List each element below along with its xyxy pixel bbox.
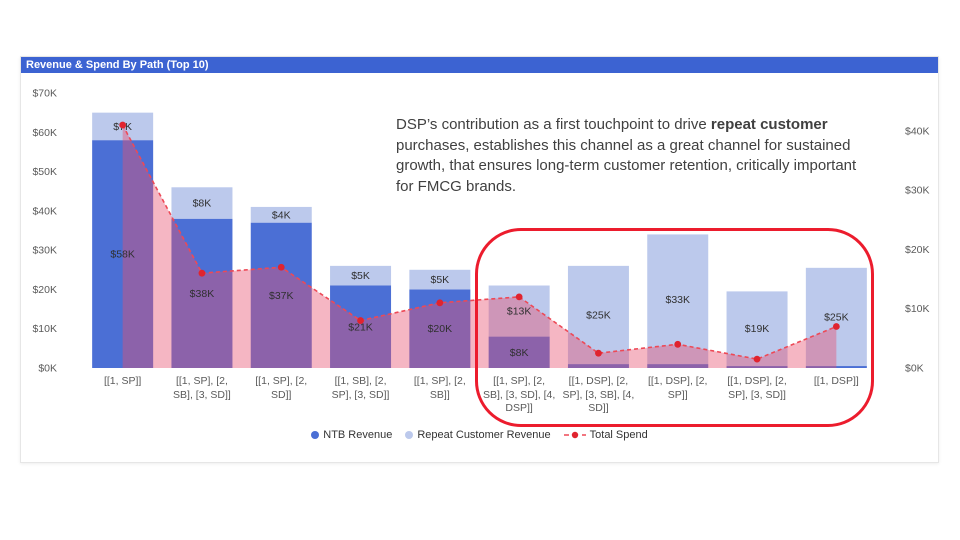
bar-value-label: $25K bbox=[824, 311, 849, 323]
ntb-bar-segment[interactable] bbox=[488, 336, 550, 368]
y-axis-left-tick: $10K bbox=[32, 323, 57, 335]
bar-value-label: $8K bbox=[510, 347, 529, 359]
repeat-bar-segment[interactable] bbox=[330, 265, 392, 286]
legend-label: Repeat Customer Revenue bbox=[417, 429, 551, 441]
y-axis-right-tick: $40K bbox=[905, 125, 930, 137]
y-axis-right-tick: $0K bbox=[905, 363, 924, 375]
x-axis-label: [[1, DSP], [2, SP], [3, SD]] bbox=[727, 375, 787, 401]
total-spend-marker[interactable] bbox=[753, 355, 761, 363]
legend-label: Total Spend bbox=[589, 429, 648, 441]
repeat-bar-segment[interactable] bbox=[409, 269, 471, 290]
ntb-bar-segment[interactable] bbox=[330, 285, 392, 369]
chart-title: Revenue & Spend By Path (Top 10) bbox=[26, 59, 209, 71]
total-spend-marker[interactable] bbox=[198, 269, 206, 277]
ntb-bar-segment[interactable] bbox=[567, 364, 629, 368]
y-axis-left-tick: $30K bbox=[32, 245, 57, 257]
legend-dot-icon bbox=[405, 431, 414, 439]
bar-value-label: $19K bbox=[745, 323, 770, 335]
legend-item[interactable]: NTB Revenue bbox=[311, 429, 392, 441]
x-axis-label: [[1, DSP], [2, SP]] bbox=[647, 375, 708, 401]
ntb-bar-segment[interactable] bbox=[171, 218, 233, 368]
bar-value-label: $8K bbox=[193, 198, 212, 210]
annotation-bold: repeat customer bbox=[710, 116, 828, 133]
total-spend-marker[interactable] bbox=[436, 299, 444, 307]
y-axis-left-tick: $70K bbox=[32, 88, 57, 100]
bar-value-label: $21K bbox=[348, 321, 373, 333]
bar-value-label: $25K bbox=[586, 309, 611, 321]
repeat-bar-segment[interactable] bbox=[805, 267, 867, 367]
y-axis-left-tick: $40K bbox=[32, 205, 57, 217]
repeat-bar-segment[interactable] bbox=[726, 291, 788, 367]
x-axis-label: [[1, DSP]] bbox=[813, 375, 859, 387]
x-axis-label: [[1, SP], [2, SB]] bbox=[413, 375, 466, 401]
chart-legend: NTB Revenue Repeat Customer Revenue Total … bbox=[21, 429, 938, 441]
ntb-bar-segment[interactable] bbox=[92, 140, 154, 368]
bar-value-label: $5K bbox=[431, 274, 450, 286]
chart-title-bar: Revenue & Spend By Path (Top 10) bbox=[21, 57, 938, 73]
annotation-text: DSP’s contribution as a first touchpoint… bbox=[396, 115, 874, 197]
total-spend-marker[interactable] bbox=[515, 293, 523, 301]
total-spend-marker[interactable] bbox=[832, 323, 840, 330]
x-axis-label: [[1, SP], [2, SB], [3, SD]] bbox=[173, 375, 231, 401]
total-spend-marker[interactable] bbox=[357, 317, 364, 324]
y-axis-right-tick: $30K bbox=[905, 185, 930, 197]
legend-item[interactable]: Total Spend bbox=[563, 429, 648, 441]
ntb-bar-segment[interactable] bbox=[250, 222, 312, 368]
bar-value-label: $13K bbox=[507, 306, 532, 318]
total-spend-marker[interactable] bbox=[277, 263, 285, 271]
bar-value-label: $37K bbox=[269, 290, 294, 302]
repeat-bar-segment[interactable] bbox=[171, 187, 233, 219]
x-axis-label: [[1, SP], [2, SD]] bbox=[255, 375, 308, 401]
annotation-post: purchases, establishes this channel as a… bbox=[396, 136, 857, 195]
legend-label: NTB Revenue bbox=[323, 429, 393, 441]
bar-value-label: $20K bbox=[428, 323, 453, 335]
repeat-bar-segment[interactable] bbox=[250, 206, 312, 223]
bar-value-label: $5K bbox=[351, 270, 370, 282]
chart-area: $0K $10K $20K $30K $40K $50K $60K $70K $0K $10K $2… bbox=[21, 73, 938, 462]
annotation-pre: DSP’s contribution as a first touchpoint… bbox=[396, 116, 711, 133]
chart-panel: Revenue & Spend By Path (Top 10) $0K $10K… bbox=[20, 56, 939, 463]
total-spend-marker[interactable] bbox=[674, 340, 682, 348]
bar-value-label: $33K bbox=[665, 294, 690, 306]
ntb-bar-segment[interactable] bbox=[726, 366, 788, 368]
chart-plot: $0K $10K $20K $30K $40K $50K $60K $70K $0K $10K $2… bbox=[32, 88, 930, 375]
x-axis-label: [[1, SB], [2, SP], [3, SD]] bbox=[331, 375, 390, 401]
total-spend-marker[interactable] bbox=[119, 121, 127, 129]
repeat-bar-segment[interactable] bbox=[567, 265, 629, 365]
ntb-bar-segment[interactable] bbox=[805, 366, 867, 368]
y-axis-left-tick: $20K bbox=[32, 284, 57, 296]
total-spend-line bbox=[121, 124, 837, 360]
bar-value-label: $58K bbox=[110, 249, 135, 261]
y-axis-left-tick: $0K bbox=[38, 363, 57, 375]
x-axis: [[1, SP]] [[1, SP], [2, SB], [3, SD]] [[1,… bbox=[83, 375, 876, 416]
total-spend-marker[interactable] bbox=[595, 349, 602, 357]
legend-dash-dot-icon bbox=[563, 431, 586, 439]
legend-item[interactable]: Repeat Customer Revenue bbox=[405, 429, 551, 441]
bar-value-label: $4K bbox=[272, 209, 291, 221]
x-axis-label: [[1, SP], [2, SB], [3, SD], [4, DSP]] bbox=[482, 375, 556, 415]
y-axis-left-tick: $60K bbox=[32, 127, 57, 139]
total-spend-area bbox=[122, 125, 837, 369]
bar-value-label: $38K bbox=[190, 288, 215, 300]
y-axis-left-tick: $50K bbox=[32, 166, 57, 178]
y-axis-right-tick: $10K bbox=[905, 303, 930, 315]
ntb-bar-segment[interactable] bbox=[647, 364, 709, 368]
y-axis-right-tick: $20K bbox=[905, 244, 930, 256]
x-axis-label: [[1, SP]] bbox=[103, 375, 142, 387]
x-axis-label: [[1, DSP], [2, SP], [3, SB], [4, SD]] bbox=[562, 375, 635, 415]
legend-dot-icon bbox=[311, 431, 320, 439]
